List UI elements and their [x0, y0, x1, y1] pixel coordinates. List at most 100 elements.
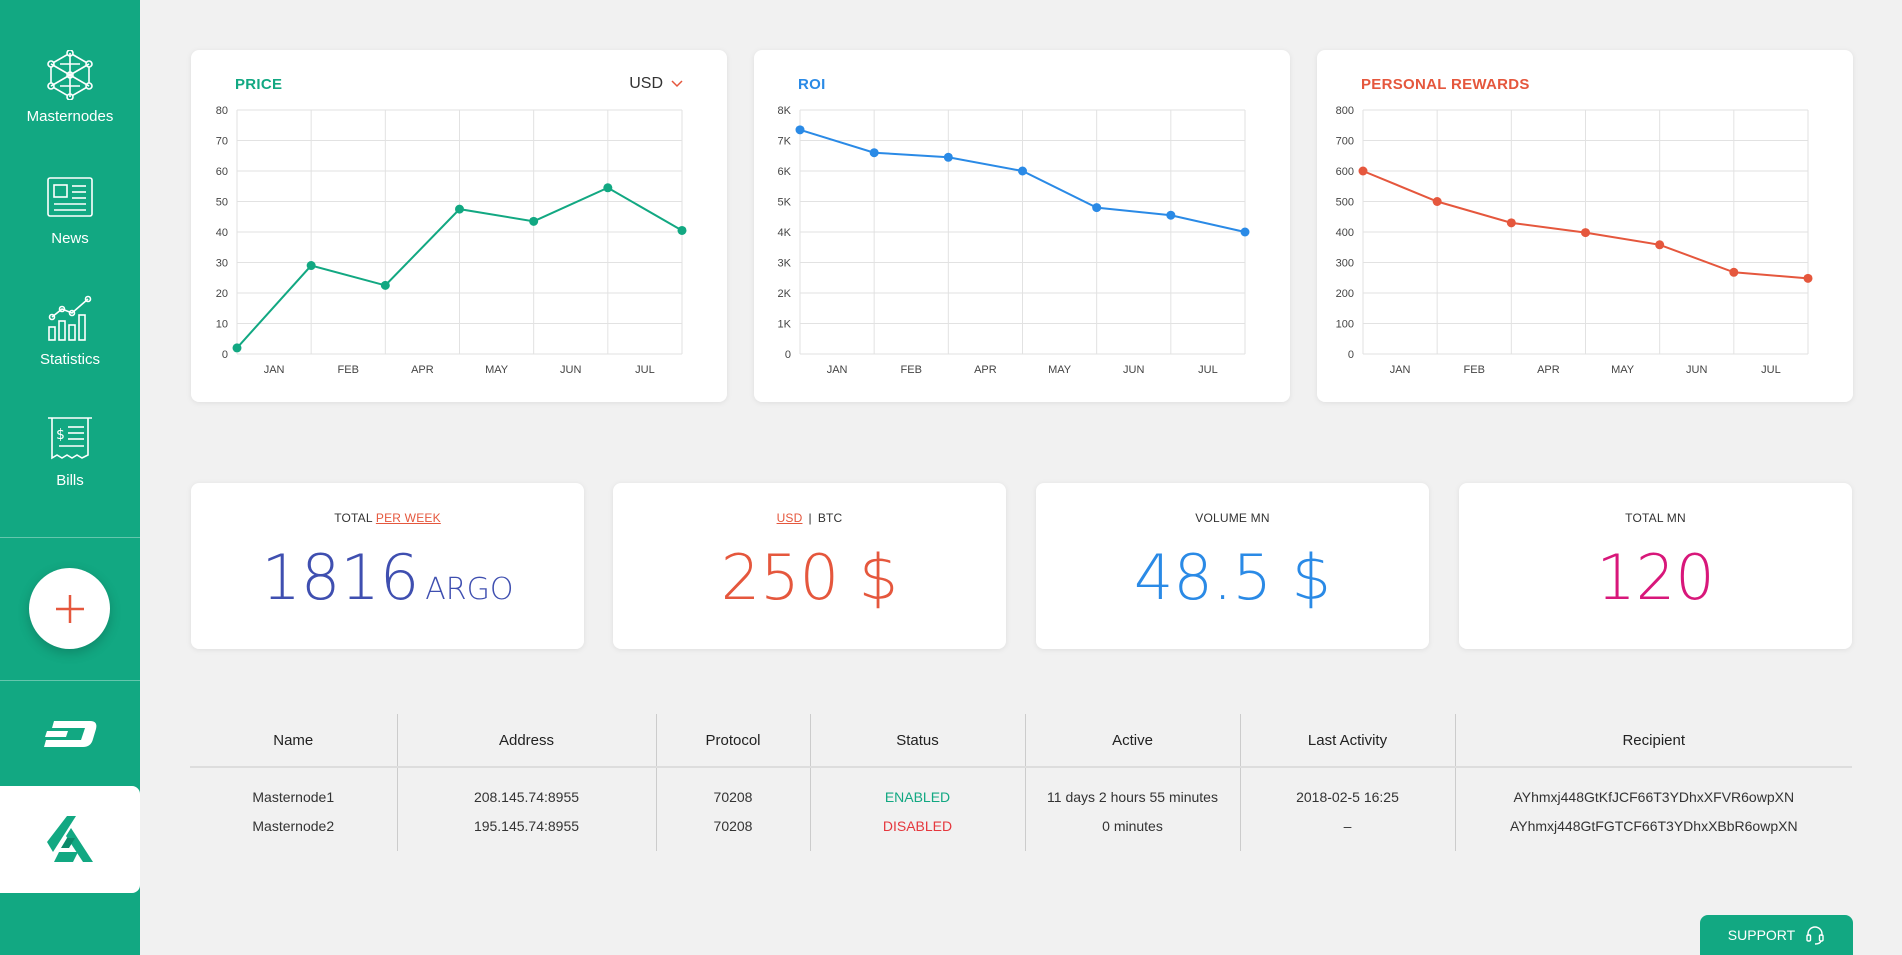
- y-tick-label: 600: [1336, 166, 1354, 178]
- stat-label: TOTAL PER WEEK: [191, 511, 584, 525]
- y-tick-label: 30: [216, 258, 228, 270]
- add-button[interactable]: [29, 568, 110, 649]
- x-tick-label: MAY: [485, 364, 509, 376]
- x-tick-label: JUL: [1761, 364, 1781, 376]
- table-header-row: Name Address Protocol Status Active Last…: [190, 714, 1852, 768]
- y-tick-label: 3K: [778, 258, 792, 270]
- support-label: SUPPORT: [1727, 927, 1796, 943]
- newspaper-icon: [47, 177, 93, 217]
- x-tick-label: JUN: [1123, 364, 1144, 376]
- cell-name: Masternode2: [252, 818, 335, 834]
- per-week-toggle[interactable]: PER WEEK: [375, 511, 441, 525]
- y-tick-label: 10: [216, 319, 228, 331]
- data-point[interactable]: [795, 125, 805, 135]
- usd-toggle[interactable]: USD: [776, 511, 803, 525]
- y-tick-label: 50: [216, 197, 228, 209]
- chart-icon: [48, 295, 92, 341]
- data-point[interactable]: [869, 148, 879, 158]
- network-icon: [47, 50, 93, 100]
- chart-title: ROI: [798, 76, 826, 93]
- data-point[interactable]: [380, 280, 390, 290]
- stat-label: TOTAL MN: [1625, 511, 1686, 525]
- data-point[interactable]: [1729, 267, 1739, 277]
- column-header-last-activity[interactable]: Last Activity: [1239, 714, 1455, 768]
- data-point[interactable]: [1092, 203, 1102, 213]
- y-tick-label: 70: [216, 136, 228, 148]
- roi-chart: 0 1K 2K 3K 4K 5K 6K 7K 8K JAN FEB APR MAY JUN JUL: [778, 105, 1250, 376]
- y-tick-label: 20: [216, 288, 228, 300]
- data-point[interactable]: [529, 216, 539, 226]
- data-point[interactable]: [1581, 228, 1590, 238]
- masternodes-table: Name Address Protocol Status Active Last…: [190, 714, 1852, 851]
- sidebar-item-label: Statistics: [39, 351, 100, 368]
- data-point[interactable]: [455, 204, 464, 214]
- x-tick-label: JAN: [264, 364, 285, 376]
- data-point[interactable]: [1655, 240, 1665, 250]
- btc-toggle[interactable]: BTC: [817, 511, 843, 525]
- x-tick-label: JUL: [1198, 364, 1218, 376]
- cell-recipient: AYhmxj448GtFGTCF66T3YDhxXBbR6owpXN: [1454, 811, 1852, 851]
- column-header-name[interactable]: Name: [190, 714, 397, 768]
- cell-status: DISABLED: [809, 811, 1025, 851]
- cell-active: 0 minutes: [1024, 811, 1240, 851]
- sidebar-item-bills[interactable]: $ Bills: [0, 404, 140, 514]
- data-point[interactable]: [677, 225, 687, 235]
- sidebar-divider: [0, 680, 140, 681]
- table-row[interactable]: Masternode2 195.145.74:8955 70208 DISABL…: [190, 811, 1852, 851]
- column-header-address[interactable]: Address: [396, 714, 656, 768]
- data-point[interactable]: [1018, 166, 1027, 176]
- y-tick-label: 4K: [778, 227, 792, 239]
- x-tick-label: JUN: [1686, 364, 1707, 376]
- plus-icon: [55, 594, 84, 623]
- data-point[interactable]: [1803, 273, 1813, 283]
- column-header-active[interactable]: Active: [1024, 714, 1240, 768]
- cell-address: 208.145.74:8955: [396, 767, 656, 811]
- data-point[interactable]: [943, 152, 953, 162]
- table-row[interactable]: Masternode1 208.145.74:8955 70208 ENABLE…: [190, 767, 1852, 811]
- column-header-recipient[interactable]: Recipient: [1454, 714, 1852, 768]
- separator: |: [808, 511, 812, 525]
- headset-icon: [1806, 926, 1824, 945]
- dash-logo-icon[interactable]: [40, 712, 100, 756]
- x-tick-label: FEB: [901, 364, 922, 376]
- data-point[interactable]: [306, 261, 316, 271]
- y-tick-label: 1K: [778, 319, 792, 331]
- x-tick-label: APR: [411, 364, 434, 376]
- currency-selected: USD: [629, 75, 663, 92]
- data-point[interactable]: [1240, 227, 1250, 237]
- bill-icon: $: [48, 417, 92, 460]
- currency-dropdown[interactable]: USD: [629, 75, 683, 93]
- column-header-protocol[interactable]: Protocol: [655, 714, 810, 768]
- x-tick-label: APR: [1537, 364, 1560, 376]
- sidebar-item-news[interactable]: News: [0, 162, 140, 272]
- data-point[interactable]: [1432, 197, 1442, 206]
- data-point[interactable]: [1166, 210, 1176, 220]
- sidebar-item-label: Bills: [56, 472, 84, 489]
- price-chart: 0 10 20 30 40 50 60 70 80 JAN FEB APR MAY JUN JUL: [216, 105, 687, 376]
- cell-last-activity: 2018-02-5 16:25: [1239, 767, 1455, 811]
- data-point[interactable]: [603, 183, 613, 193]
- x-tick-label: JUL: [635, 364, 655, 376]
- x-tick-label: FEB: [338, 364, 359, 376]
- sidebar-item-label: Masternodes: [26, 108, 114, 125]
- stat-usd-btc: USD | BTC 250 $: [613, 483, 1006, 649]
- stat-label: USD | BTC: [613, 511, 1006, 525]
- data-point[interactable]: [1506, 218, 1516, 228]
- y-tick-label: 5K: [778, 197, 792, 209]
- cell-address: 195.145.74:8955: [396, 811, 656, 851]
- data-point[interactable]: [1358, 166, 1368, 176]
- stat-number: 1816: [261, 541, 420, 614]
- x-tick-label: JAN: [1390, 364, 1411, 376]
- y-tick-label: 300: [1336, 258, 1354, 270]
- cell-protocol: 70208: [655, 811, 810, 851]
- sidebar-item-masternodes[interactable]: Masternodes: [0, 40, 140, 150]
- stat-volume-mn: VOLUME MN 48.5 $: [1036, 483, 1429, 649]
- y-tick-label: 8K: [778, 105, 792, 117]
- stat-total-mn: TOTAL MN 120: [1459, 483, 1852, 649]
- sidebar-item-statistics[interactable]: Statistics: [0, 283, 140, 393]
- argo-logo-tab[interactable]: [0, 786, 140, 893]
- data-point[interactable]: [232, 343, 242, 353]
- column-header-status[interactable]: Status: [809, 714, 1025, 768]
- support-button[interactable]: SUPPORT: [1700, 915, 1853, 955]
- y-tick-label: 0: [785, 349, 791, 361]
